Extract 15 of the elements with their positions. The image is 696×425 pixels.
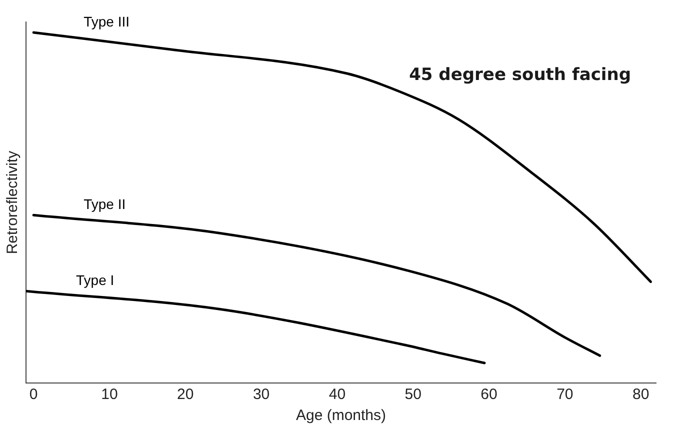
series-label: Type I <box>76 272 114 288</box>
x-tick-label: 40 <box>328 386 346 404</box>
x-tick-label: 30 <box>252 386 270 404</box>
x-tick-label: 80 <box>632 386 650 404</box>
x-tick-label: 60 <box>480 386 498 404</box>
x-axis-title: Age (months) <box>296 407 386 424</box>
x-tick-label: 70 <box>556 386 574 404</box>
y-axis-title: Retroreflectivity <box>4 150 22 254</box>
x-tick-label: 50 <box>404 386 422 404</box>
x-tick-label: 0 <box>29 386 38 404</box>
x-tick-label: 20 <box>177 386 194 404</box>
x-tick-label: 10 <box>101 386 118 404</box>
series-label: Type III <box>84 13 130 30</box>
series-label: Type II <box>84 196 126 212</box>
annotation: 45 degree south facing <box>409 64 631 85</box>
